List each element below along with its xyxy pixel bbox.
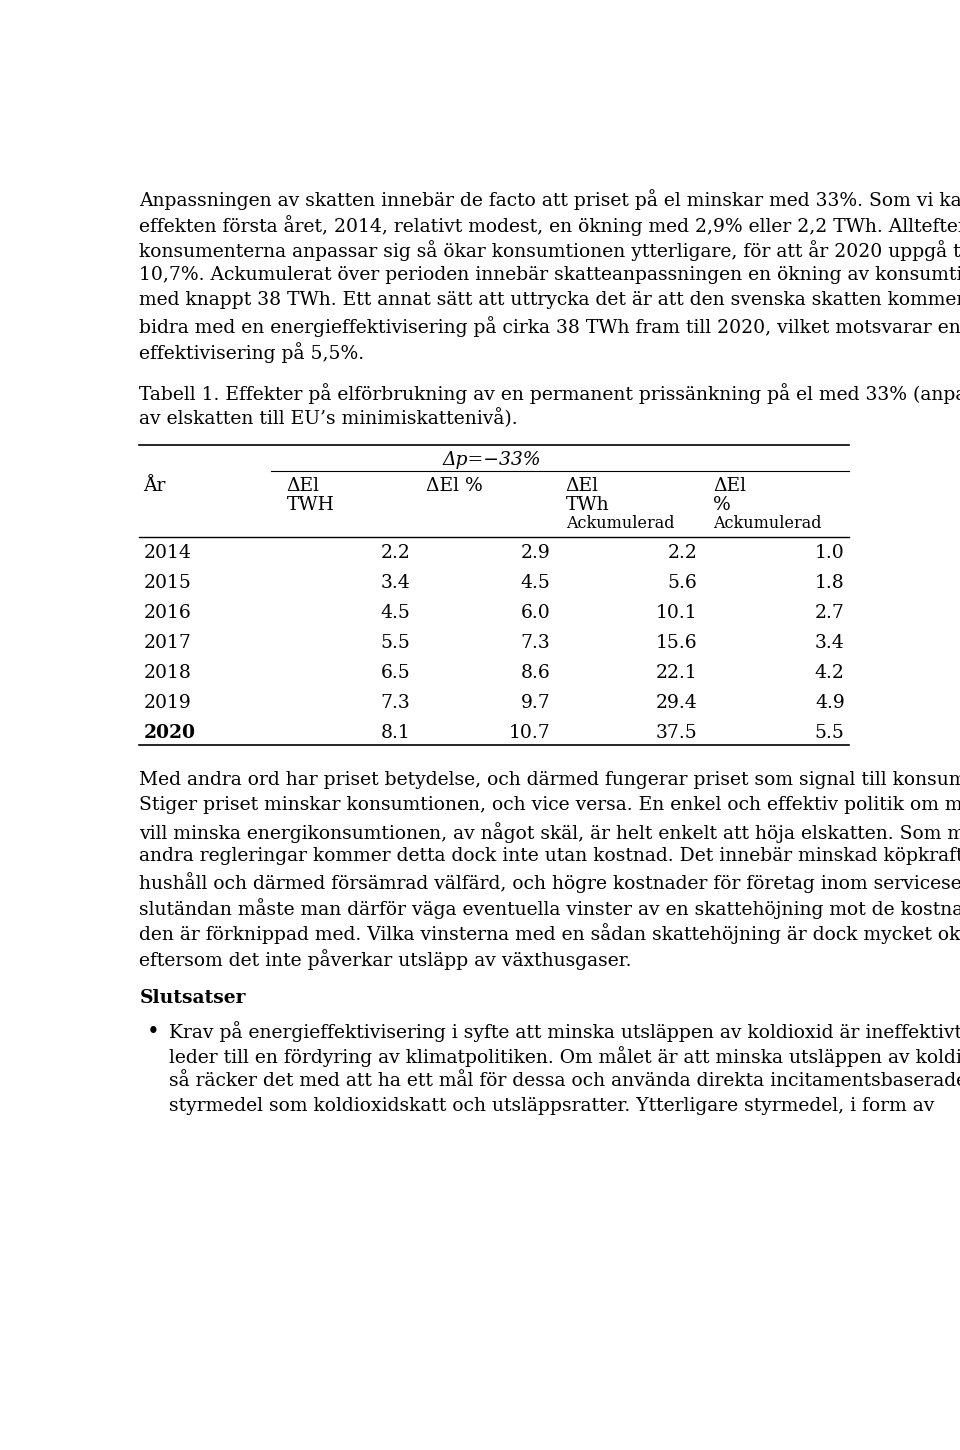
Text: 4.2: 4.2 [815,664,845,682]
Text: 1.8: 1.8 [815,574,845,592]
Text: 5.5: 5.5 [815,724,845,742]
Text: 15.6: 15.6 [656,634,697,651]
Text: 7.3: 7.3 [381,693,411,712]
Text: Ackumulerad: Ackumulerad [565,515,674,532]
Text: Slutsatser: Slutsatser [139,989,246,1008]
Text: 22.1: 22.1 [656,664,697,682]
Text: konsumenterna anpassar sig så ökar konsumtionen ytterligare, för att år 2020 upp: konsumenterna anpassar sig så ökar konsu… [139,241,960,261]
Text: 2014: 2014 [143,544,191,561]
Text: 10.1: 10.1 [656,603,697,622]
Text: 5.6: 5.6 [667,574,697,592]
Text: 2018: 2018 [143,664,191,682]
Text: 7.3: 7.3 [520,634,550,651]
Text: 3.4: 3.4 [381,574,411,592]
Text: 29.4: 29.4 [656,693,697,712]
Text: effekten första året, 2014, relativt modest, en ökning med 2,9% eller 2,2 TWh. A: effekten första året, 2014, relativt mod… [139,215,960,236]
Text: 6.5: 6.5 [381,664,411,682]
Text: 3.4: 3.4 [815,634,845,651]
Text: leder till en fördyring av klimatpolitiken. Om målet är att minska utsläppen av : leder till en fördyring av klimatpolitik… [169,1047,960,1067]
Text: 4.5: 4.5 [520,574,550,592]
Text: 2015: 2015 [143,574,191,592]
Text: 2.2: 2.2 [381,544,411,561]
Text: 4.9: 4.9 [815,693,845,712]
Text: Anpassningen av skatten innebär de facto att priset på el minskar med 33%. Som v: Anpassningen av skatten innebär de facto… [139,190,960,210]
Text: 2016: 2016 [143,603,191,622]
Text: 10.7: 10.7 [509,724,550,742]
Text: 2.2: 2.2 [667,544,697,561]
Text: ΔEl: ΔEl [287,477,320,494]
Text: vill minska energikonsumtionen, av något skäl, är helt enkelt att höja elskatten: vill minska energikonsumtionen, av något… [139,822,960,842]
Text: eftersom det inte påverkar utsläpp av växthusgaser.: eftersom det inte påverkar utsläpp av vä… [139,948,632,970]
Text: av elskatten till EU’s minimiskattenivå).: av elskatten till EU’s minimiskattenivå)… [139,407,518,428]
Text: hushåll och därmed försämrad välfärd, och högre kostnader för företag inom servi: hushåll och därmed försämrad välfärd, oc… [139,873,960,893]
Text: Krav på energieffektivisering i syfte att minska utsläppen av koldioxid är ineff: Krav på energieffektivisering i syfte at… [169,1021,960,1043]
Text: 2017: 2017 [143,634,191,651]
Text: Stiger priset minskar konsumtionen, och vice versa. En enkel och effektiv politi: Stiger priset minskar konsumtionen, och … [139,796,960,813]
Text: 9.7: 9.7 [520,693,550,712]
Text: 2.7: 2.7 [815,603,845,622]
Text: ΔEl: ΔEl [565,477,599,494]
Text: 10,7%. Ackumulerat över perioden innebär skatteanpassningen en ökning av konsumt: 10,7%. Ackumulerat över perioden innebär… [139,265,960,284]
Text: 8.6: 8.6 [520,664,550,682]
Text: styrmedel som koldioxidskatt och utsläppsratter. Ytterligare styrmedel, i form a: styrmedel som koldioxidskatt och utsläpp… [169,1098,934,1115]
Text: 2019: 2019 [143,693,191,712]
Text: Ackumulerad: Ackumulerad [713,515,822,532]
Text: så räcker det med att ha ett mål för dessa och använda direkta incitamentsbasera: så räcker det med att ha ett mål för des… [169,1072,960,1090]
Text: 2020: 2020 [143,724,195,742]
Text: Tabell 1. Effekter på elförbrukning av en permanent prissänkning på el med 33% (: Tabell 1. Effekter på elförbrukning av e… [139,383,960,403]
Text: TWh: TWh [565,496,610,513]
Text: bidra med en energieffektivisering på cirka 38 TWh fram till 2020, vilket motsva: bidra med en energieffektivisering på ci… [139,316,960,338]
Text: effektivisering på 5,5%.: effektivisering på 5,5%. [139,342,365,362]
Text: %: % [713,496,731,513]
Text: TWH: TWH [287,496,334,513]
Text: 37.5: 37.5 [656,724,697,742]
Text: År: År [143,477,166,494]
Text: slutändan måste man därför väga eventuella vinster av en skattehöjning mot de ko: slutändan måste man därför väga eventuel… [139,898,960,919]
Text: 6.0: 6.0 [520,603,550,622]
Text: ΔEl: ΔEl [713,477,746,494]
Text: med knappt 38 TWh. Ett annat sätt att uttrycka det är att den svenska skatten ko: med knappt 38 TWh. Ett annat sätt att ut… [139,291,960,309]
Text: andra regleringar kommer detta dock inte utan kostnad. Det innebär minskad köpkr: andra regleringar kommer detta dock inte… [139,847,960,866]
Text: Med andra ord har priset betydelse, och därmed fungerar priset som signal till k: Med andra ord har priset betydelse, och … [139,771,960,789]
Text: Δp=−33%: Δp=−33% [443,451,541,470]
Text: 4.5: 4.5 [381,603,411,622]
Text: 1.0: 1.0 [815,544,845,561]
Text: 5.5: 5.5 [381,634,411,651]
Text: 8.1: 8.1 [381,724,411,742]
Text: ΔEl %: ΔEl % [426,477,483,494]
Text: •: • [147,1021,160,1043]
Text: den är förknippad med. Vilka vinsterna med en sådan skattehöjning är dock mycket: den är förknippad med. Vilka vinsterna m… [139,924,960,944]
Text: 2.9: 2.9 [520,544,550,561]
